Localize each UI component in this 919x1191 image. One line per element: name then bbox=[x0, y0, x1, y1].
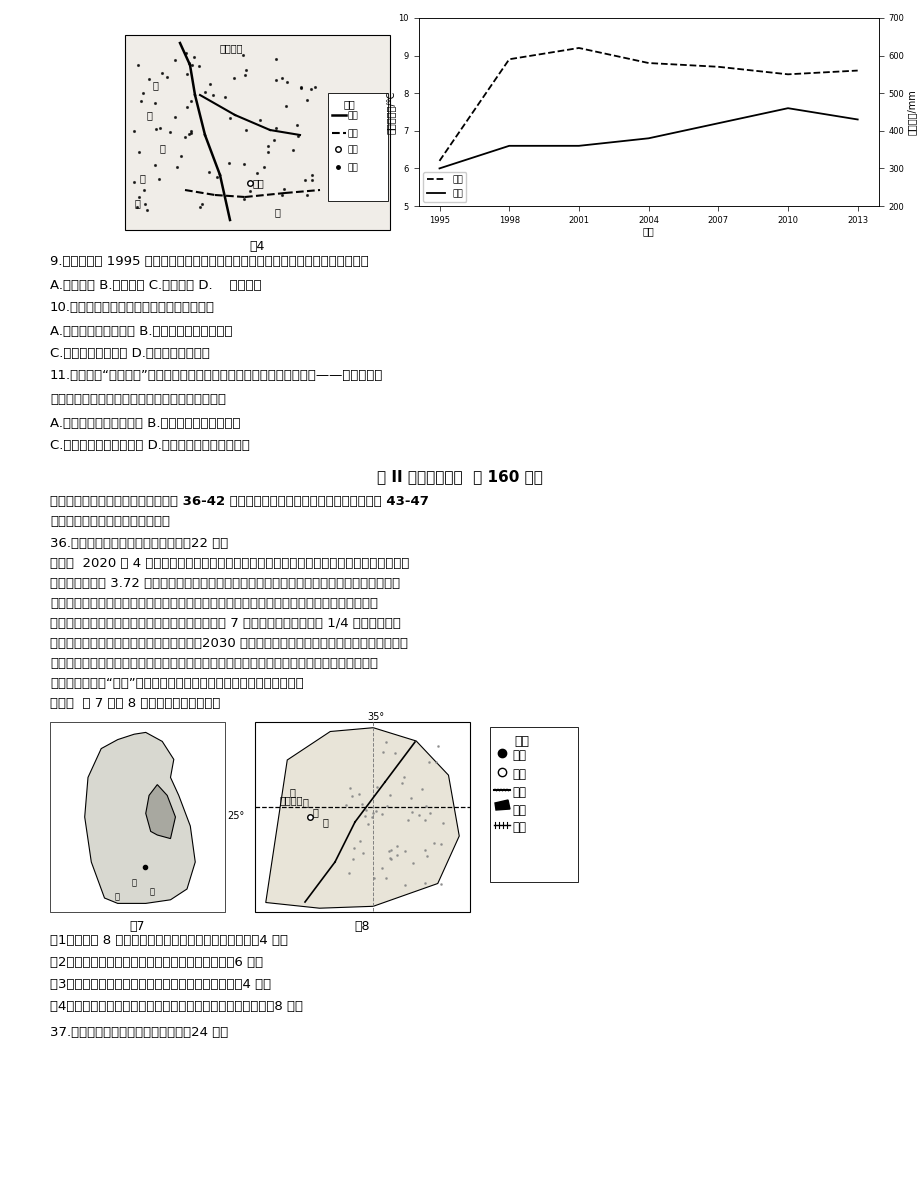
Bar bbox=[328, 93, 388, 201]
Text: 37.阅读图文材料，完成下列要求。（24 分）: 37.阅读图文材料，完成下列要求。（24 分） bbox=[50, 1025, 228, 1039]
Text: C.果色鲜亮－昼夜温差大 D.果肉质地细腊－热量丰富: C.果色鲜亮－昼夜温差大 D.果肉质地细腊－热量丰富 bbox=[50, 439, 250, 453]
Text: 榆林: 榆林 bbox=[253, 177, 265, 188]
降水 bbox=[782, 101, 793, 116]
Text: 图例: 图例 bbox=[344, 99, 356, 110]
Text: 漠: 漠 bbox=[135, 198, 141, 208]
降水 bbox=[851, 112, 862, 126]
Text: 35°: 35° bbox=[367, 712, 384, 722]
Line: 降水: 降水 bbox=[439, 108, 857, 168]
Line: 气温: 气温 bbox=[439, 48, 857, 161]
Text: 南: 南 bbox=[115, 892, 119, 902]
Text: 河流: 河流 bbox=[512, 786, 526, 799]
Bar bbox=[255, 722, 470, 912]
Text: C.榆林湿地面积增加 D.榆林耕地面积扩大: C.榆林湿地面积增加 D.榆林耕地面积扩大 bbox=[50, 347, 210, 360]
Text: （2）简析赛赛市发展现代农业的社会经济条件。（6 分）: （2）简析赛赛市发展现代农业的社会经济条件。（6 分） bbox=[50, 956, 263, 969]
气温 bbox=[851, 63, 862, 77]
Text: （4）结合材料分析，我国应对粮食安全问题可采取的措施。（8 分）: （4）结合材料分析，我国应对粮食安全问题可采取的措施。（8 分） bbox=[50, 1000, 302, 1014]
Text: 沙漠: 沙漠 bbox=[347, 163, 358, 172]
Text: 25°: 25° bbox=[227, 811, 244, 821]
Polygon shape bbox=[494, 800, 509, 810]
Text: 题为选考题，考生根据要求作答。: 题为选考题，考生根据要求作答。 bbox=[50, 515, 170, 528]
Text: 图例: 图例 bbox=[514, 735, 528, 748]
气温 bbox=[573, 40, 584, 55]
Y-axis label: 年降水量/mm: 年降水量/mm bbox=[906, 89, 916, 135]
Text: A.黄河中游输沙量增加 B.兰州沙尘天气显著减少: A.黄河中游输沙量增加 B.兰州沙尘天气显著减少 bbox=[50, 325, 233, 338]
降水 bbox=[434, 161, 445, 175]
Text: 肉加工等农业多元化经营，打造现代化农业。同年 7 月联合国指出：全世界 1/4 人口面临中度: 肉加工等农业多元化经营，打造现代化农业。同年 7 月联合国指出：全世界 1/4 … bbox=[50, 617, 401, 630]
Text: 材料二  图 7 和图 8 示意莫桑比克的位置。: 材料二 图 7 和图 8 示意莫桑比克的位置。 bbox=[50, 697, 221, 710]
Text: 莫: 莫 bbox=[131, 878, 137, 887]
Text: 出口国印度也因“封国”而陷入停滞，小麦出口国俄罗斯随后限制出售。: 出口国印度也因“封国”而陷入停滞，小麦出口国俄罗斯随后限制出售。 bbox=[50, 676, 303, 690]
Text: 河流: 河流 bbox=[347, 111, 358, 120]
Text: 第 II 卷（非选择题  共 160 分）: 第 II 卷（非选择题 共 160 分） bbox=[377, 469, 542, 484]
Text: 桑: 桑 bbox=[302, 797, 309, 807]
Text: 榆林沙地苹果的特点及其对应的自然环境正确的是: 榆林沙地苹果的特点及其对应的自然环境正确的是 bbox=[50, 393, 226, 406]
Text: 莫: 莫 bbox=[289, 787, 296, 797]
Text: 目前新冠肺炎疫情的蔓延使全球粮食供应链面临巨大压力，越南率先宣布停止大米出口，大米: 目前新冠肺炎疫情的蔓延使全球粮食供应链面临巨大压力，越南率先宣布停止大米出口，大… bbox=[50, 657, 378, 671]
Text: 铁路: 铁路 bbox=[512, 821, 526, 834]
Text: 城市: 城市 bbox=[347, 145, 358, 154]
气温 bbox=[782, 67, 793, 81]
Text: 项目共种植水稼 3.72 万亩。与此同时依托该项目进一步延伸产业链，引进无人机技术用于田间: 项目共种植水稼 3.72 万亩。与此同时依托该项目进一步延伸产业链，引进无人机技… bbox=[50, 576, 400, 590]
Text: 管理，逐渐从单一的水稼种植、生产、加工、销售发展成家畜养殖、大棚蔬菜、白酒酿造、牛: 管理，逐渐从单一的水稼种植、生产、加工、销售发展成家畜养殖、大棚蔬菜、白酒酿造、… bbox=[50, 597, 378, 610]
Legend: 气温, 降水: 气温, 降水 bbox=[423, 172, 466, 201]
Text: 沙: 沙 bbox=[140, 173, 146, 183]
Text: 图8: 图8 bbox=[354, 919, 369, 933]
降水 bbox=[712, 116, 723, 130]
Text: 首都: 首都 bbox=[512, 749, 526, 762]
Text: A.蜡质层较厚－降水较少 B.病虫害少－光照时间长: A.蜡质层较厚－降水较少 B.病虫害少－光照时间长 bbox=[50, 417, 240, 430]
气温 bbox=[434, 154, 445, 168]
Bar bbox=[50, 722, 225, 912]
Text: 城市: 城市 bbox=[512, 768, 526, 781]
Text: （3）列举该农业合作项目可促进发展的工业部门。（4 分）: （3）列举该农业合作项目可促进发展的工业部门。（4 分） bbox=[50, 978, 271, 991]
Text: 36.阅读图文材料，完成下列要求。（22 分）: 36.阅读图文材料，完成下列要求。（22 分） bbox=[50, 537, 228, 550]
Text: （1）简述图 8 所示区域地势特点，并说明判断理由。（4 分）: （1）简述图 8 所示区域地势特点，并说明判断理由。（4 分） bbox=[50, 934, 288, 947]
Text: 素: 素 bbox=[160, 143, 165, 152]
Bar bbox=[125, 35, 390, 230]
Text: 南回归线: 南回归线 bbox=[279, 796, 303, 805]
Text: 图7: 图7 bbox=[129, 919, 144, 933]
Text: 图4: 图4 bbox=[249, 241, 265, 252]
Text: 毛: 毛 bbox=[153, 80, 159, 91]
气温 bbox=[503, 52, 514, 67]
Text: 材料一  2020 年 4 月在莫桑比克赛赛市，由中国带资管理的中非农业合作项目迎来丰收季，该: 材料一 2020 年 4 月在莫桑比克赛赛市，由中国带资管理的中非农业合作项目迎… bbox=[50, 557, 409, 570]
气温 bbox=[642, 56, 653, 70]
X-axis label: 年份: 年份 bbox=[642, 226, 653, 236]
Polygon shape bbox=[85, 732, 195, 904]
降水 bbox=[642, 131, 653, 145]
Text: 10.毛乌素沙漠治理成功后带来的直接影响有: 10.毛乌素沙漠治理成功后带来的直接影响有 bbox=[50, 301, 215, 314]
气温 bbox=[712, 60, 723, 74]
降水 bbox=[573, 138, 584, 152]
Text: 或重度粮食不安全，非洲情况最为严重，到2030 年世界长期饥饿人数中将有半数以上位于非洲。: 或重度粮食不安全，非洲情况最为严重，到2030 年世界长期饥饿人数中将有半数以上… bbox=[50, 637, 407, 650]
Bar bbox=[490, 727, 577, 883]
Text: A.气候转暖 B.降水增加 C.土质黏重 D.    地形平坦: A.气候转暖 B.降水增加 C.土质黏重 D. 地形平坦 bbox=[50, 279, 261, 292]
Y-axis label: 年平均气温/℃: 年平均气温/℃ bbox=[385, 91, 395, 133]
Polygon shape bbox=[145, 785, 176, 838]
Text: 比: 比 bbox=[312, 807, 319, 817]
Polygon shape bbox=[266, 728, 459, 909]
Text: 克: 克 bbox=[323, 817, 328, 827]
Text: 9.毛乌素沙漠 1995 年后逐步转变为固定和半固定沙丘，据图文推测其原因最可能是: 9.毛乌素沙漠 1995 年后逐步转变为固定和半固定沙丘，据图文推测其原因最可能… bbox=[50, 255, 369, 268]
Text: 11.电影片段“回乡之路”中，主人翁乔树林四处推荐毛乌素沙地治沙成果——沙地苹果。: 11.电影片段“回乡之路”中，主人翁乔树林四处推荐毛乌素沙地治沙成果——沙地苹果… bbox=[50, 369, 383, 382]
Text: 湖泊: 湖泊 bbox=[512, 804, 526, 817]
Text: 鄂尔多斯: 鄂尔多斯 bbox=[220, 43, 244, 54]
Text: 本卷包括必考题和选考题两部分。第 36-42 题为必考题，每个试题考生都必须作答。第 43-47: 本卷包括必考题和选考题两部分。第 36-42 题为必考题，每个试题考生都必须作答… bbox=[50, 495, 428, 509]
降水 bbox=[503, 138, 514, 152]
Text: 乌: 乌 bbox=[147, 110, 153, 120]
Text: 海: 海 bbox=[150, 887, 154, 896]
Text: 河: 河 bbox=[275, 207, 280, 217]
Text: 长城: 长城 bbox=[347, 129, 358, 138]
